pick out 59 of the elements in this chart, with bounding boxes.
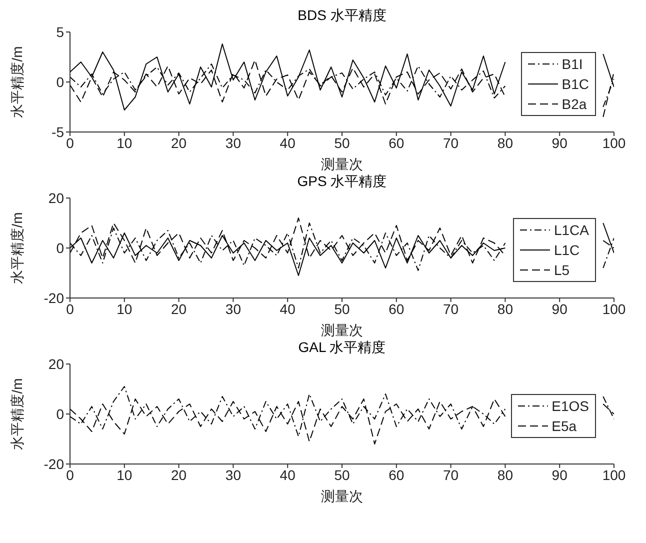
x-tick-label: 100 xyxy=(602,134,626,151)
x-tick-label: 0 xyxy=(66,466,74,483)
chart-title: BDS 水平精度 xyxy=(296,7,388,23)
x-tick-label: 20 xyxy=(171,300,187,317)
x-axis-title: 测量次 xyxy=(320,155,364,174)
x-tick-label: 40 xyxy=(280,300,296,317)
x-tick-label: 70 xyxy=(443,134,459,151)
x-tick-label: 20 xyxy=(171,134,187,151)
y-tick-label: 5 xyxy=(56,24,64,40)
legend-label: B1C xyxy=(562,76,589,92)
x-tick-label: 90 xyxy=(552,134,568,151)
x-tick-label: 10 xyxy=(116,466,132,483)
y-tick-label: 20 xyxy=(48,190,64,206)
x-tick-label: 50 xyxy=(334,300,350,317)
x-tick-label: 80 xyxy=(497,134,514,151)
legend-label: B1I xyxy=(562,56,583,72)
chart-title: GAL 水平精度 xyxy=(297,339,387,355)
series-label: E1OS xyxy=(552,398,589,414)
y-tick-label: -5 xyxy=(52,124,64,140)
x-tick-label: 10 xyxy=(116,134,132,151)
x-tick-label: 80 xyxy=(497,466,514,483)
x-tick-label: 90 xyxy=(552,466,568,483)
x-tick-label: 50 xyxy=(334,134,350,151)
y-tick-label: -20 xyxy=(44,456,64,472)
x-tick-label: 60 xyxy=(388,134,404,151)
legend-label: L5 xyxy=(554,262,570,278)
y-tick-label: 0 xyxy=(56,406,64,422)
x-tick-label: 20 xyxy=(171,466,187,483)
x-tick-label: 40 xyxy=(280,466,296,483)
x-tick-label: 30 xyxy=(225,300,242,317)
y-tick-label: -20 xyxy=(44,290,64,306)
chart-title: GPS 水平精度 xyxy=(296,173,388,189)
legend-label: B2a xyxy=(562,96,587,112)
x-tick-label: 100 xyxy=(602,300,626,317)
y-tick-label: 20 xyxy=(48,356,64,372)
x-tick-label: 50 xyxy=(334,466,350,483)
x-tick-label: 0 xyxy=(66,300,74,317)
y-axis-title: 水平精度/m xyxy=(9,46,26,118)
x-tick-label: 90 xyxy=(552,300,568,317)
x-tick-label: 70 xyxy=(443,466,459,483)
x-tick-label: 80 xyxy=(497,300,514,317)
x-tick-label: 40 xyxy=(280,134,296,151)
legend-label: L1CA xyxy=(554,222,589,238)
x-tick-label: 60 xyxy=(388,466,404,483)
y-tick-label: 0 xyxy=(56,240,64,256)
legend-label: E5a xyxy=(552,418,577,434)
x-axis-title: 测量次 xyxy=(320,321,364,340)
x-axis-title: 测量次 xyxy=(320,487,364,506)
x-tick-label: 70 xyxy=(443,300,459,317)
y-axis-title: 水平精度/m xyxy=(9,378,26,450)
x-tick-label: 10 xyxy=(116,300,132,317)
x-tick-label: 0 xyxy=(66,134,74,151)
legend-label: L1C xyxy=(554,242,580,258)
x-tick-label: 100 xyxy=(602,466,626,483)
x-tick-label: 30 xyxy=(225,466,242,483)
x-tick-label: 60 xyxy=(388,300,404,317)
x-tick-label: 30 xyxy=(225,134,242,151)
y-tick-label: 0 xyxy=(56,74,64,90)
y-axis-title: 水平精度/m xyxy=(9,212,26,284)
